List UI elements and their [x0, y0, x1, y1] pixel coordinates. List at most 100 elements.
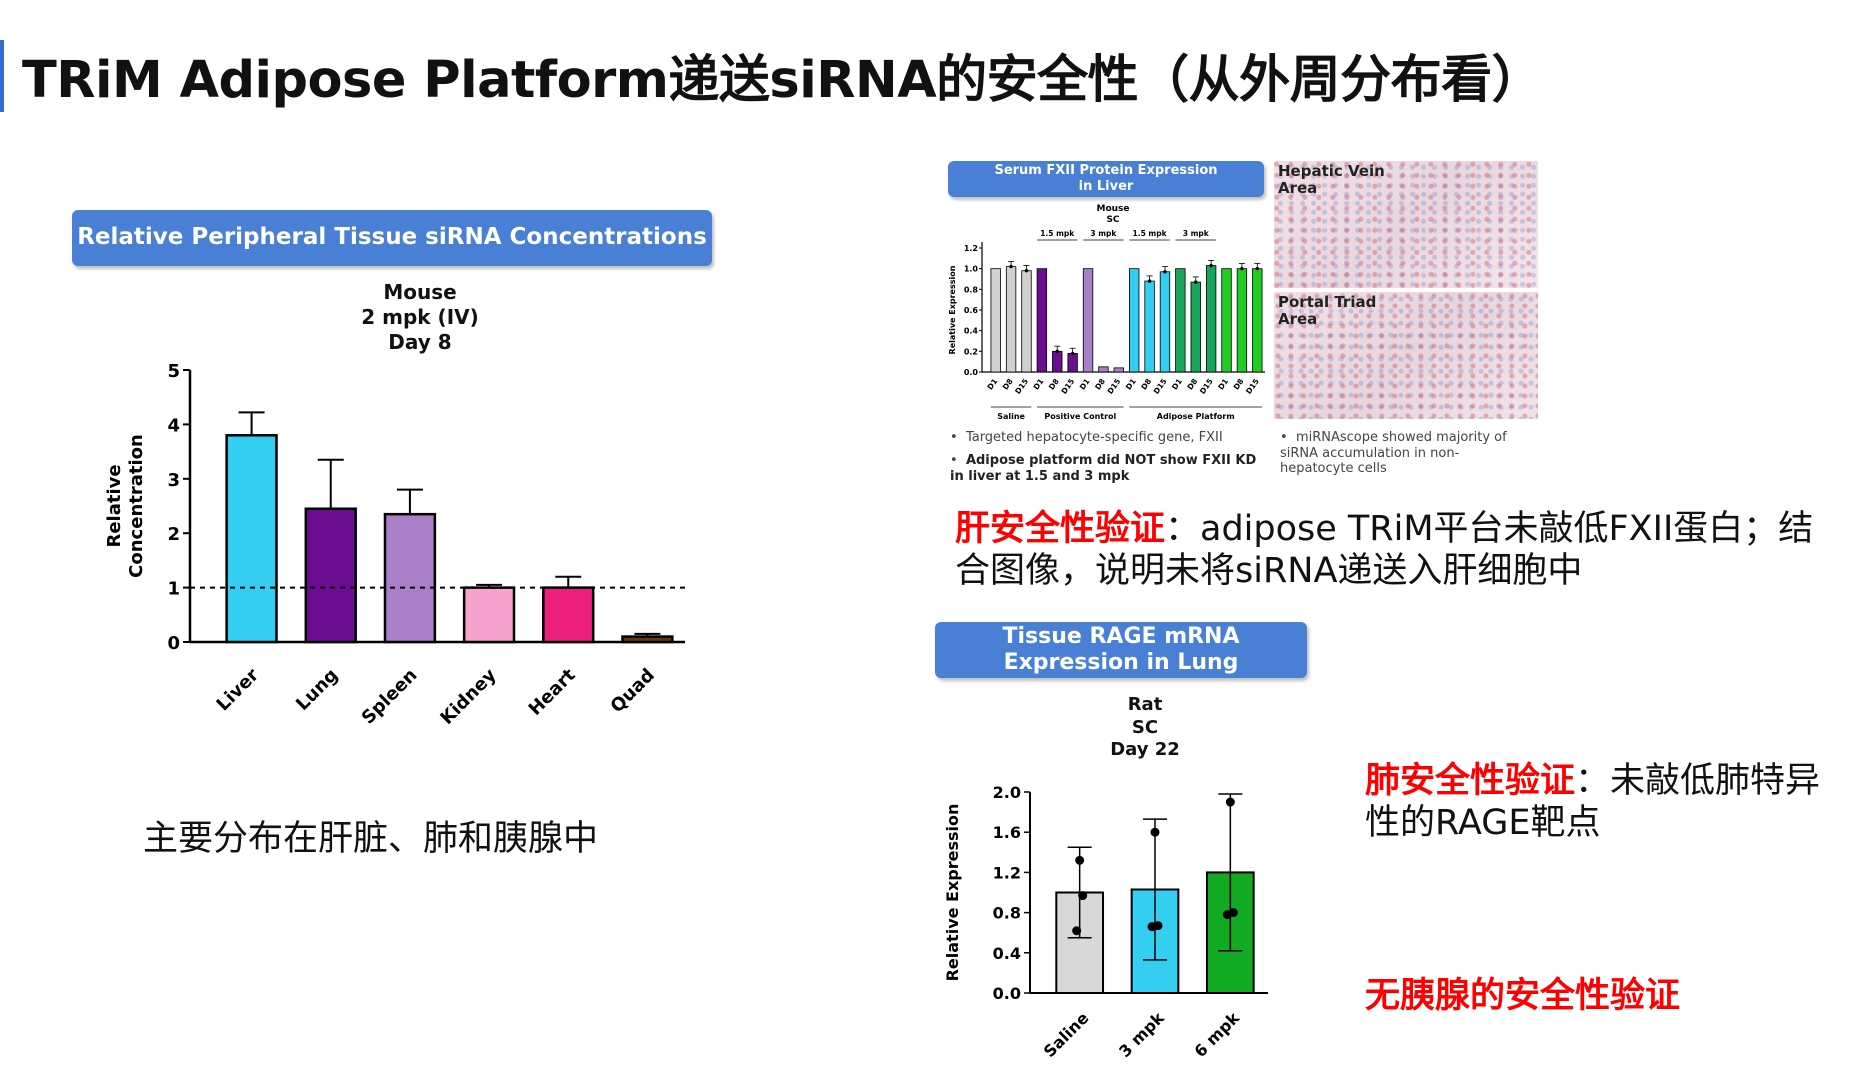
portal-triad-label-line: Area [1278, 310, 1318, 329]
chart2-bar [1021, 270, 1032, 373]
lung-safety-body: ：未敲低肺特异性的RAGE靶点 [1365, 761, 1821, 843]
chart2-y-tick-label: 1.2 [964, 244, 978, 253]
chart2-x-tick-label: D8 [1232, 377, 1246, 392]
portal-triad-label: Portal Triad Area [1278, 293, 1376, 329]
chart2-x-tick-label: D1 [1078, 377, 1092, 392]
chart2-data-point [1240, 266, 1244, 271]
chart1-plot: 0 1 2 3 4 5 RelativeConcentration Liver Lung Sple… [104, 361, 685, 729]
chart2-x-tick-label: D8 [1139, 377, 1153, 392]
chart1-x-tick-label: Lung [292, 665, 342, 715]
chart2-bar [1205, 265, 1217, 373]
chart2-x-tick-label: D15 [1059, 377, 1076, 396]
chart3-data-point [1228, 908, 1238, 918]
chart2-bar [1236, 268, 1248, 373]
chart2-dose-label: 1.5 mpk [1133, 229, 1168, 238]
hepatic-vein-label: Hepatic Vein Area [1278, 162, 1385, 198]
lung-safety-label: 肺安全性验证 [1365, 761, 1576, 801]
chart1-x-tick-label: Kidney [436, 665, 500, 729]
chart3-banner: Tissue RAGE mRNA Expression in Lung [935, 622, 1307, 678]
chart2-subtitle-line: Mouse [1096, 204, 1129, 214]
left-caption: 主要分布在肝脏、肺和胰腺中 [143, 819, 599, 859]
chart2-dose-label: 1.5 mpk [1040, 229, 1075, 238]
chart2-banner: Serum FXII Protein Expression in Liver [948, 161, 1264, 197]
chart2-data-point [1009, 264, 1013, 269]
chart3-y-tick-label: 1.6 [993, 823, 1021, 842]
chart2-x-tick-label: D15 [1244, 377, 1261, 396]
chart1-y-label: RelativeConcentration [104, 434, 147, 578]
chart3-plot: 0.0 0.4 0.8 1.2 1.6 2.0 Relative Expression Sal… [943, 783, 1268, 1060]
chart1-subtitle-line: Mouse [383, 280, 457, 304]
chart1-subtitle: Mouse 2 mpk (IV) Day 8 [320, 280, 520, 355]
bullet-text: miRNAscope showed majority of siRNA accu… [1280, 430, 1507, 477]
chart2-x-tick-label: D15 [1152, 377, 1169, 396]
chart1-y-tick-label: 5 [167, 361, 180, 382]
chart3-data-point [1225, 797, 1235, 807]
liver-safety-body: ：adipose TRiM平台未敲低FXII蛋白；结合图像，说明未将siRNA递… [955, 509, 1814, 591]
chart1-bar [225, 434, 278, 644]
chart2-banner-line: in Liver [1078, 179, 1134, 194]
chart2-bar [1190, 281, 1201, 373]
chart2-bar [1036, 268, 1048, 373]
chart2-data-point [1055, 349, 1059, 354]
chart3-data-point [1153, 921, 1163, 931]
chart2-data-point [1163, 270, 1167, 274]
chart3-subtitle-line: Day 22 [1110, 739, 1180, 760]
hepatic-vein-label-line: Area [1278, 179, 1318, 198]
chart2-bar [1252, 268, 1263, 373]
chart2-group-label: Saline [997, 412, 1025, 421]
chart2-bar [1221, 268, 1232, 373]
chart3-subtitle-line: SC [1131, 716, 1159, 738]
chart3-y-tick-label: 0.8 [993, 904, 1021, 923]
chart2-data-point [1070, 351, 1075, 356]
chart1-y-tick-label: 3 [167, 470, 180, 491]
chart2-group-label: Adipose Platform [1157, 412, 1235, 421]
chart2-x-tick-label: D1 [1216, 377, 1230, 392]
lung-safety-text: 肺安全性验证：未敲低肺特异性的RAGE靶点 [1365, 760, 1845, 844]
chart2-bar [1067, 352, 1078, 373]
pancreas-safety-text: 无胰腺的安全性验证 [1365, 976, 1681, 1016]
chart2-x-tick-label: D8 [1001, 377, 1015, 392]
chart3-y-tick-label: 0.4 [993, 944, 1021, 963]
chart1-banner: Relative Peripheral Tissue siRNA Concent… [72, 210, 712, 266]
chart2-data-point [1209, 263, 1213, 268]
bullet-text: Targeted hepatocyte-specific gene, FXII [965, 430, 1223, 445]
chart2-y-tick-label: 0.4 [964, 327, 979, 336]
chart2-x-tick-label: D8 [1093, 377, 1107, 392]
chart2-x-tick-label: D8 [1047, 377, 1061, 392]
chart2-subtitle-line: SC [1106, 215, 1119, 225]
chart1-bar [542, 586, 595, 644]
chart2-x-tick-label: D1 [1170, 377, 1184, 392]
chart2-bar [990, 268, 1001, 373]
chart1-x-tick-label: Quad [607, 665, 659, 717]
chart2-bar [1113, 367, 1124, 373]
chart3-subtitle: Rat SC Day 22 [1090, 694, 1200, 762]
chart2-y-tick-label: 0.8 [964, 285, 979, 294]
bullet-mirnascope: • miRNAscope showed majority of siRNA ac… [1280, 430, 1507, 477]
chart1-bar [304, 507, 357, 644]
chart2-bar [1005, 266, 1017, 373]
chart2-x-tick-label: D15 [1106, 377, 1123, 396]
chart2-y-tick-label: 0.6 [964, 306, 979, 315]
chart1-bar [383, 512, 437, 644]
chart2-bar [1098, 366, 1109, 373]
chart2-data-point [1024, 269, 1029, 273]
chart3-data-point [1078, 891, 1088, 901]
chart1-bar [621, 635, 674, 644]
chart3-x-tick-label: Saline [1040, 1008, 1093, 1060]
chart2-data-point [1255, 266, 1260, 271]
chart1-y-tick-label: 1 [167, 579, 180, 600]
chart2-bar [1159, 271, 1171, 373]
chart1-y-tick-label: 0 [167, 633, 180, 654]
chart3-x-tick-label: 6 mpk [1191, 1008, 1244, 1060]
chart2-x-tick-label: D1 [985, 377, 999, 392]
chart3-y-tick-label: 2.0 [993, 783, 1021, 802]
chart2-bar [1175, 268, 1186, 373]
chart1-banner-text: Relative Peripheral Tissue siRNA Concent… [77, 224, 707, 251]
slide-title: TRiM Adipose Platform递送siRNA的安全性（从外周分布看） [22, 51, 1543, 110]
chart1-x-tick-label: Spleen [358, 665, 422, 729]
chart2-dose-label: 3 mpk [1183, 229, 1210, 238]
histology-hepatic-vein-image: Hepatic Vein Area [1274, 161, 1538, 288]
chart2-y-tick-label: 1.0 [964, 265, 979, 274]
chart2-y-tick-label: 0.0 [964, 368, 979, 377]
